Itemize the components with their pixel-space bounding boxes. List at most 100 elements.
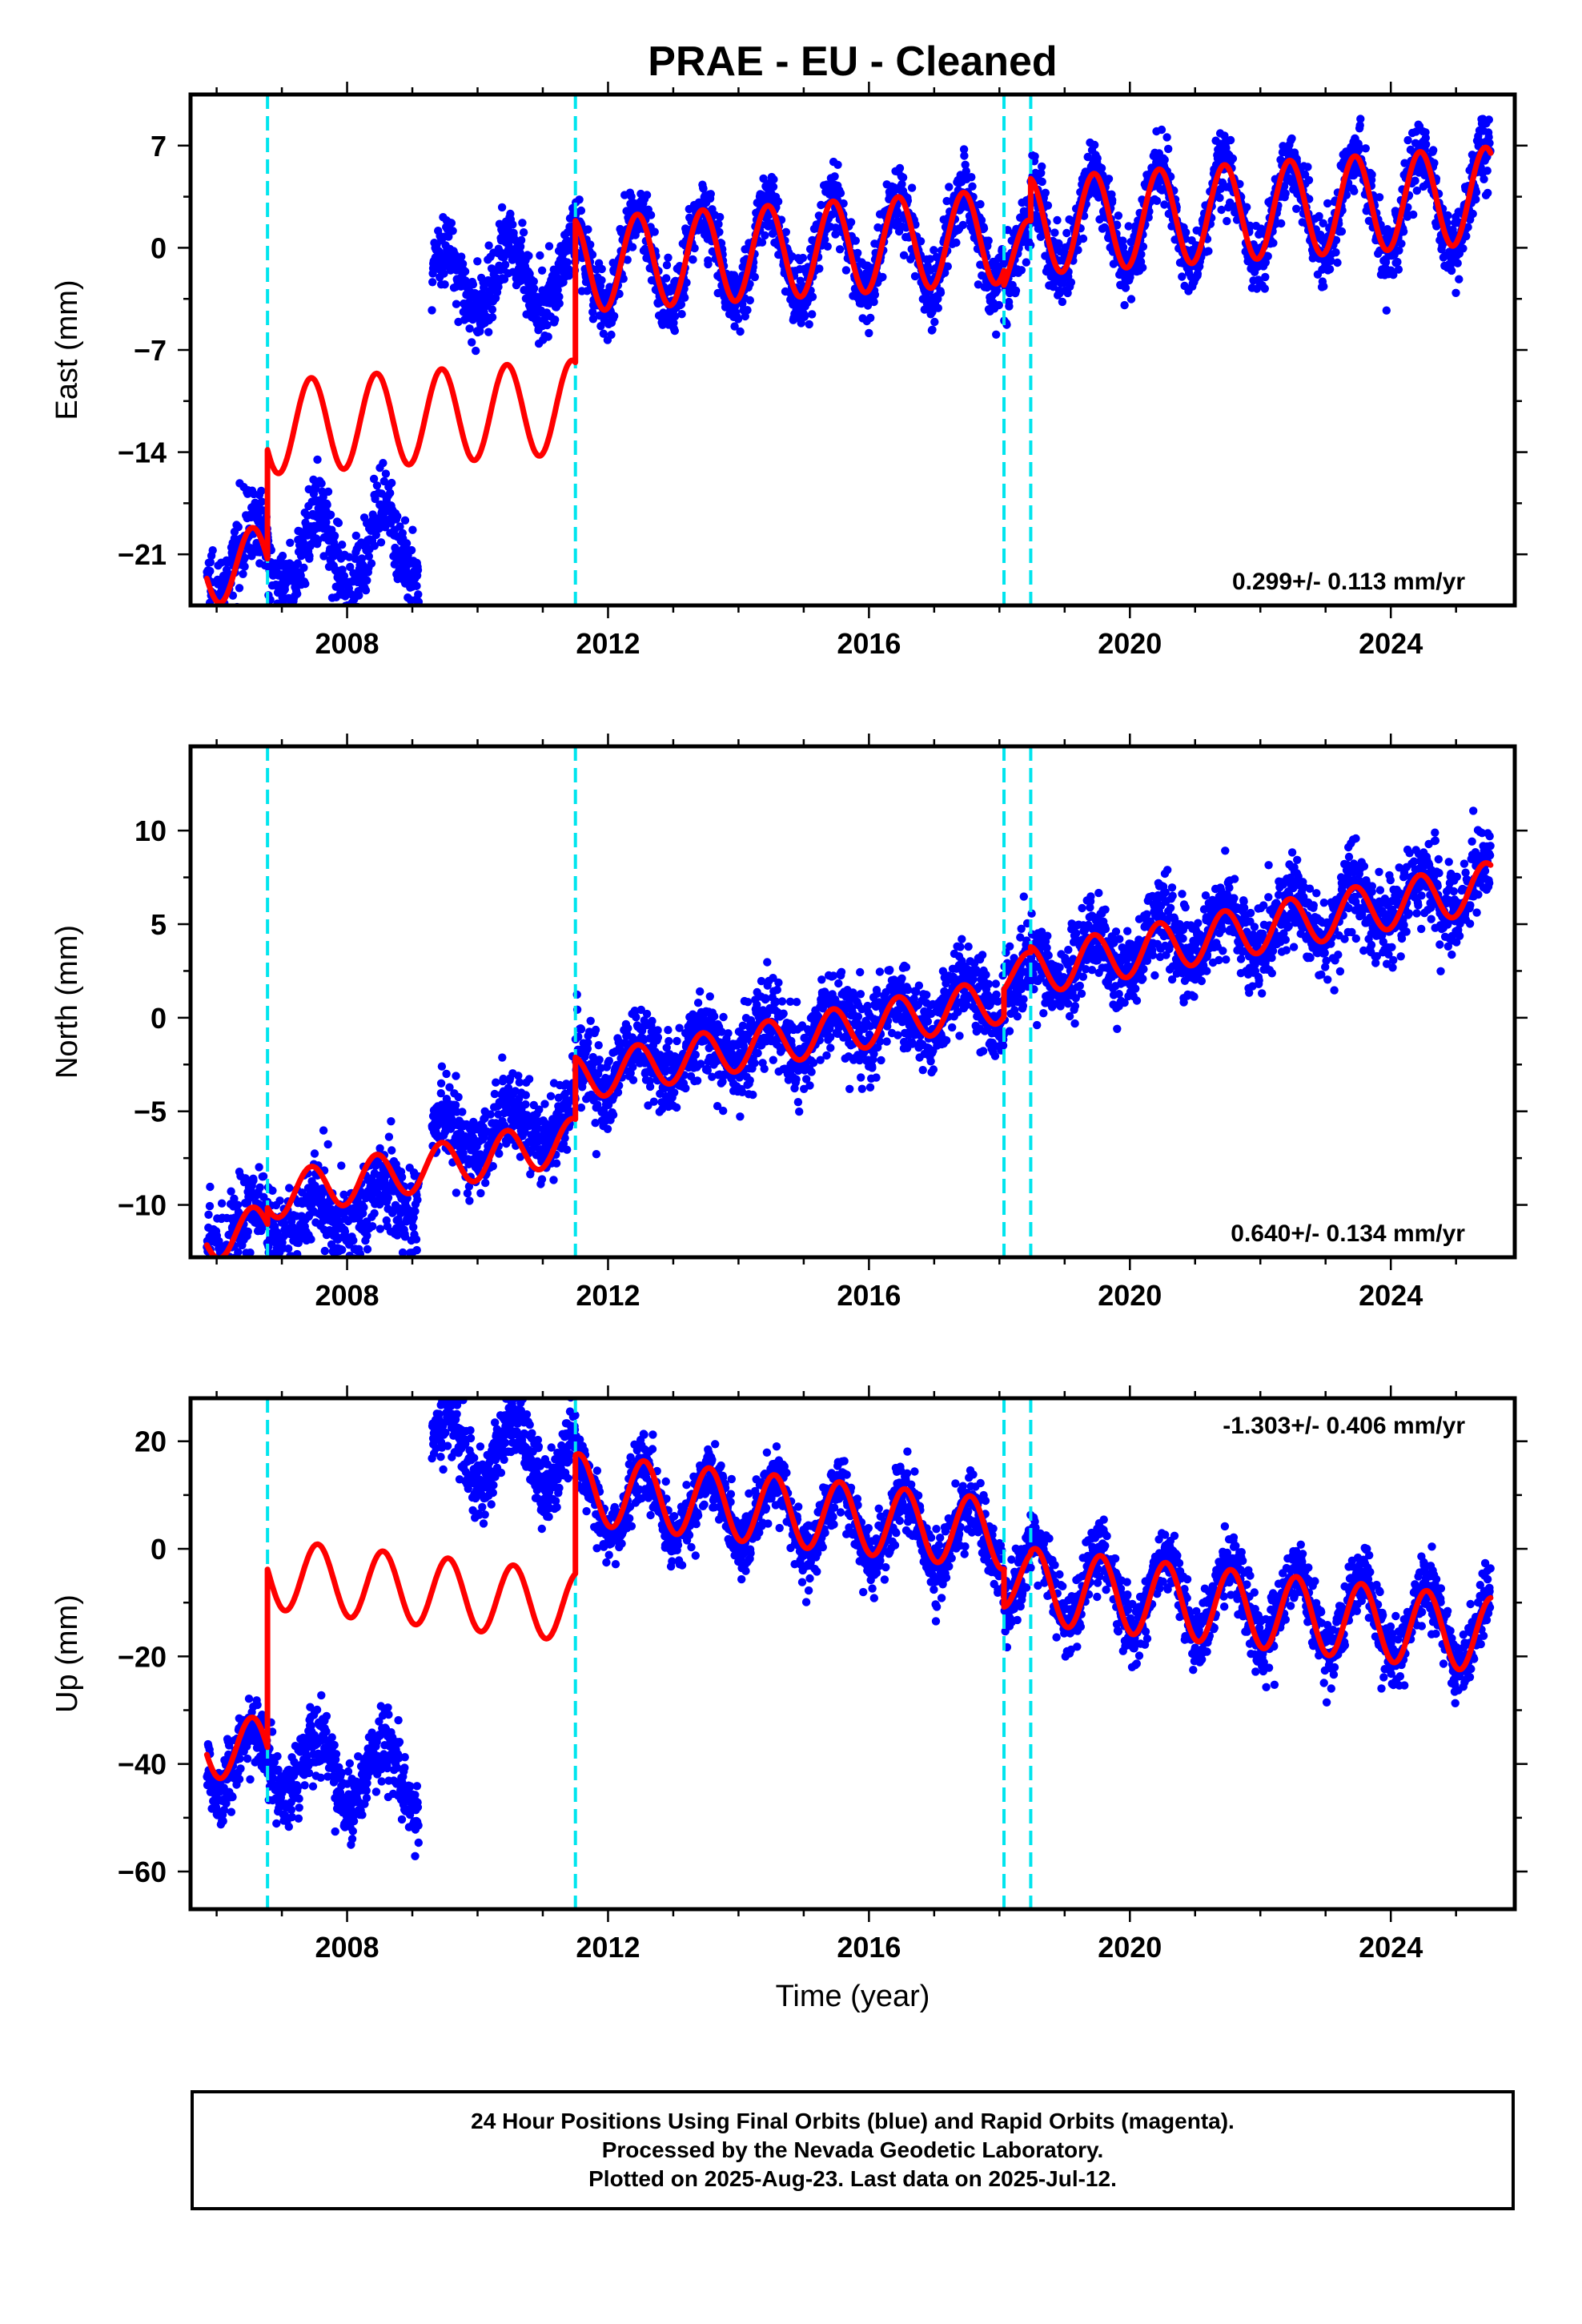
observation-point xyxy=(346,562,355,572)
observation-point xyxy=(230,534,239,543)
observation-point xyxy=(208,546,217,555)
observation-point xyxy=(677,310,686,319)
observation-point xyxy=(1315,211,1323,221)
observation-point xyxy=(234,522,243,532)
observation-point xyxy=(608,1110,618,1120)
observation-point xyxy=(1138,263,1147,272)
observation-point xyxy=(1126,273,1134,282)
observation-point xyxy=(773,197,783,206)
observation-point xyxy=(458,1108,467,1116)
observation-point xyxy=(597,275,606,285)
observation-point xyxy=(282,1271,290,1279)
observation-point xyxy=(733,315,743,324)
observation-point xyxy=(853,248,862,258)
observation-point xyxy=(1017,266,1026,275)
observation-point xyxy=(524,251,533,260)
observation-point xyxy=(607,330,616,340)
observation-point xyxy=(736,327,745,336)
observation-point xyxy=(473,257,482,266)
observation-point xyxy=(301,579,310,589)
observation-point xyxy=(588,250,597,259)
observation-point xyxy=(282,1261,290,1269)
observation-point xyxy=(524,1075,534,1084)
observation-point xyxy=(240,1276,248,1284)
observation-point xyxy=(646,211,656,219)
observation-point xyxy=(353,609,361,617)
observation-point xyxy=(357,554,367,563)
observation-point xyxy=(1066,278,1076,287)
observation-point xyxy=(284,606,292,614)
observation-point xyxy=(1152,196,1162,205)
observation-point xyxy=(1157,125,1166,135)
observation-point xyxy=(495,1149,504,1158)
observation-point xyxy=(243,1227,252,1236)
observation-point xyxy=(1303,163,1312,171)
observation-point xyxy=(984,236,993,245)
observation-point xyxy=(500,275,509,283)
observation-point xyxy=(1333,258,1342,267)
observation-point xyxy=(288,615,296,623)
observation-point xyxy=(232,1280,240,1288)
observation-point xyxy=(497,203,507,212)
observation-point xyxy=(219,1313,227,1321)
observation-point xyxy=(255,1183,264,1192)
observation-point xyxy=(209,1268,217,1276)
observation-point xyxy=(223,1282,231,1290)
observation-point xyxy=(276,647,284,655)
observation-point xyxy=(977,215,986,225)
observation-point xyxy=(257,486,266,496)
observation-point xyxy=(706,190,715,199)
observation-point xyxy=(1053,215,1062,225)
observation-point xyxy=(275,1196,284,1205)
observation-point xyxy=(387,478,396,488)
observation-point xyxy=(1005,302,1014,311)
observation-point xyxy=(209,1267,217,1275)
observation-point xyxy=(714,219,723,229)
observation-point xyxy=(1041,188,1050,197)
observation-point xyxy=(836,189,845,198)
observation-point xyxy=(1054,239,1063,248)
observation-point xyxy=(291,1265,299,1273)
observation-point xyxy=(310,1149,319,1158)
observation-point xyxy=(293,589,302,598)
observation-point xyxy=(226,1262,234,1270)
observation-point xyxy=(488,313,497,322)
observation-point xyxy=(544,242,554,251)
observation-point xyxy=(379,476,388,486)
observation-point xyxy=(337,1161,346,1170)
observation-point xyxy=(220,608,228,616)
observation-point xyxy=(206,557,215,567)
observation-point xyxy=(959,145,969,154)
observation-point xyxy=(320,1246,329,1256)
observation-point xyxy=(690,243,699,253)
observation-point xyxy=(1304,175,1314,185)
observation-point xyxy=(603,1124,612,1134)
observation-point xyxy=(481,1178,490,1188)
observation-point xyxy=(330,531,339,541)
observation-point xyxy=(1447,266,1456,275)
observation-point xyxy=(313,455,322,464)
observation-point xyxy=(215,613,223,621)
observation-point xyxy=(323,487,333,497)
observation-point xyxy=(604,1056,613,1065)
plot-frame-east xyxy=(188,92,1517,608)
observation-point xyxy=(458,259,468,268)
observation-point xyxy=(1108,195,1117,205)
observation-point xyxy=(509,228,518,238)
observation-point xyxy=(364,552,373,561)
observation-point xyxy=(1350,187,1359,195)
observation-point xyxy=(576,1025,586,1034)
y-tick-label: −14 xyxy=(118,436,167,469)
observation-point xyxy=(349,1236,358,1245)
observation-point xyxy=(1215,193,1224,203)
observation-point xyxy=(305,552,314,561)
observation-point xyxy=(1038,162,1046,171)
observation-point xyxy=(369,474,379,484)
observation-point xyxy=(518,219,527,227)
observation-point xyxy=(1043,201,1053,210)
observation-point xyxy=(269,1262,277,1270)
observation-point xyxy=(239,569,247,578)
observation-point xyxy=(730,322,739,331)
observation-point xyxy=(216,1271,224,1279)
